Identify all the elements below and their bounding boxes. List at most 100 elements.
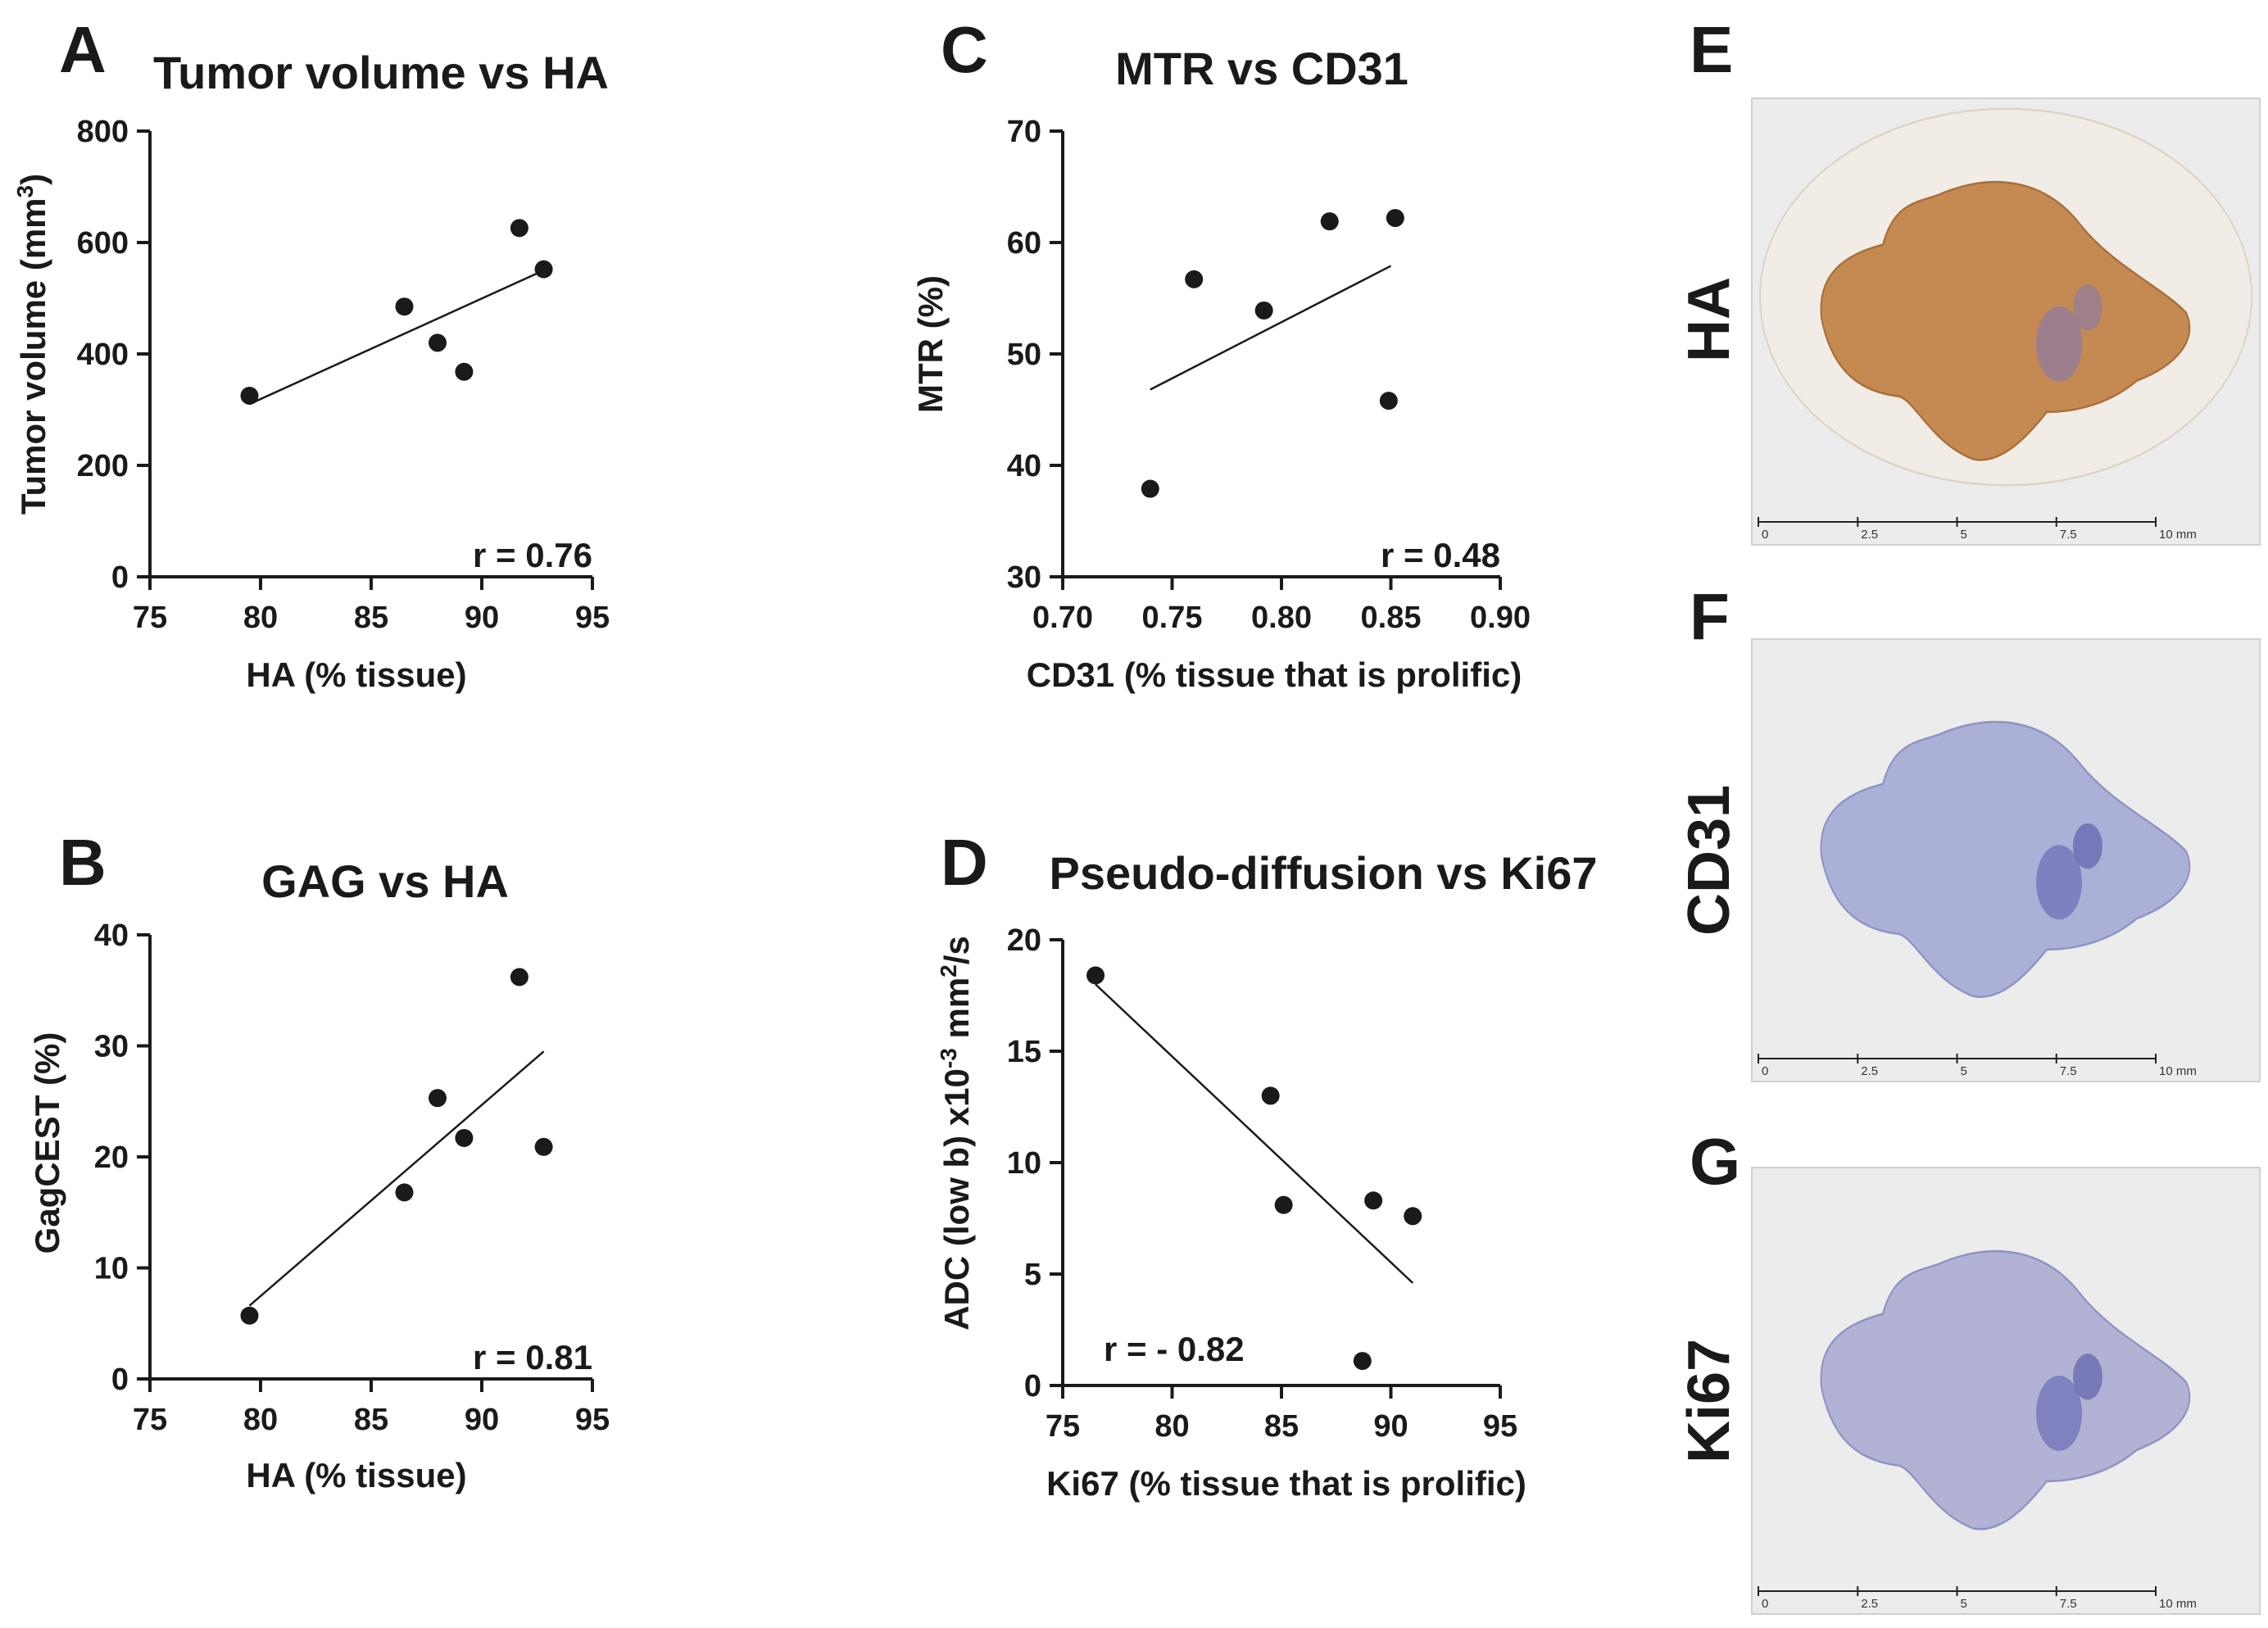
- x-tick-label: 0.75: [1142, 601, 1203, 635]
- data-point: [1185, 270, 1204, 288]
- panel-d: D Pseudo-diffusion vs Ki67 Ki67 (% tissu…: [936, 826, 1598, 1503]
- x-tick-label: 0.85: [1361, 601, 1422, 635]
- stain-label-ki67: Ki67: [1676, 1339, 1742, 1463]
- panel-a: A Tumor volume vs HA HA (% tissue) Tumor…: [12, 13, 610, 694]
- x-tick-label: 80: [243, 1403, 278, 1437]
- y-tick-label: 10: [1007, 1146, 1041, 1181]
- y-tick-label: 0: [111, 560, 129, 595]
- panel-letter-f: F: [1690, 580, 1730, 653]
- r-annotation-b: r = 0.81: [473, 1338, 592, 1376]
- x-tick-label: 90: [1373, 1409, 1408, 1444]
- data-point: [1386, 209, 1404, 228]
- y-tick-label: 30: [1007, 560, 1041, 595]
- scale-tick-label: 5: [1961, 528, 1967, 542]
- scale-tick-label: 5: [1961, 1597, 1967, 1611]
- scale-tick-label: 10 mm: [2159, 1064, 2197, 1078]
- y-axis-label-d: ADC (low b) x10-3 mm2/s: [936, 936, 977, 1331]
- x-tick-label: 75: [1046, 1409, 1080, 1444]
- x-axis-label-b: HA (% tissue): [246, 1456, 466, 1494]
- x-tick-label: 0.80: [1251, 601, 1312, 635]
- x-tick-label: 90: [465, 1403, 499, 1437]
- tissue-outline: [1820, 1249, 2191, 1531]
- panel-letter-e: E: [1690, 13, 1733, 86]
- tissue-dense-region: [2073, 284, 2102, 331]
- regression-line: [248, 269, 545, 406]
- data-point: [1254, 301, 1273, 320]
- tissue-outline: [1820, 180, 2191, 461]
- scale-tick-label: 0: [1762, 528, 1768, 542]
- slide-image-ki67: 0 2.5 5 7.5 10 mm: [1751, 1167, 2261, 1615]
- x-axis-label-d: Ki67 (% tissue that is prolific): [1046, 1464, 1526, 1503]
- chart-title-a: Tumor volume vs HA: [153, 47, 609, 98]
- data-point: [455, 362, 474, 381]
- x-tick-label: 0.90: [1470, 601, 1531, 635]
- data-point: [1086, 966, 1105, 985]
- data-point: [510, 968, 528, 986]
- x-tick-label: 95: [1483, 1409, 1517, 1444]
- stain-label-cd31: CD31: [1676, 785, 1742, 936]
- scale-tick-label: 0: [1762, 1064, 1768, 1078]
- x-axis-label-a: HA (% tissue): [246, 655, 466, 694]
- r-annotation-a: r = 0.76: [473, 536, 592, 574]
- data-point: [534, 1137, 553, 1156]
- x-tick-label: 95: [575, 1403, 610, 1437]
- panel-b: B GAG vs HA HA (% tissue) GagCEST (%) r …: [28, 826, 610, 1494]
- panel-g: G Ki67 0 2.5 5 7.5 10 mm: [1676, 1125, 2261, 1615]
- r-annotation-c: r = 0.48: [1381, 536, 1500, 574]
- slide-image-cd31: 0 2.5 5 7.5 10 mm: [1751, 638, 2261, 1082]
- x-axis-label-c: CD31 (% tissue that is prolific): [1027, 655, 1522, 694]
- data-point: [1364, 1191, 1383, 1210]
- r-annotation-d: r = - 0.82: [1104, 1330, 1245, 1368]
- data-point: [1379, 392, 1398, 410]
- tissue-section: [1759, 107, 2252, 487]
- y-tick-label: 50: [1007, 338, 1041, 372]
- panel-c: C MTR vs CD31 CD31 (% tissue that is pro…: [911, 13, 1531, 694]
- scale-tick-label: 7.5: [2060, 1064, 2077, 1078]
- x-tick-label: 85: [1264, 1409, 1299, 1444]
- x-tick-label: 85: [354, 1403, 388, 1437]
- x-tick-label: 80: [1154, 1409, 1189, 1444]
- panel-letter-c: C: [941, 13, 988, 86]
- scale-tick-label: 2.5: [1861, 528, 1878, 542]
- data-point: [1274, 1195, 1293, 1214]
- panel-letter-b: B: [59, 826, 107, 899]
- data-point: [1141, 479, 1159, 498]
- tissue-dense-region: [2036, 1375, 2082, 1451]
- tissue-dense-region: [2073, 1354, 2102, 1400]
- x-tick-label: 90: [465, 601, 499, 635]
- panel-letter-a: A: [59, 13, 107, 86]
- scale-tick-label: 7.5: [2060, 1597, 2077, 1611]
- panel-f: F CD31 0 2.5 5 7.5 10 mm: [1676, 580, 2261, 1082]
- x-tick-label: 85: [354, 601, 388, 635]
- x-tick-label: 75: [133, 1403, 167, 1437]
- slide-image-ha: 0 2.5 5 7.5 10 mm: [1751, 97, 2261, 546]
- x-tick-label: 95: [575, 601, 610, 635]
- data-point: [429, 1089, 447, 1108]
- y-axis-label-a: Tumor volume (mm3): [12, 174, 53, 515]
- scale-tick-label: 10 mm: [2159, 528, 2197, 542]
- data-point: [395, 1183, 414, 1202]
- data-point: [510, 219, 528, 238]
- y-tick-label: 40: [1007, 449, 1041, 483]
- scale-tick-label: 2.5: [1861, 1597, 1878, 1611]
- scale-tick-label: 0: [1762, 1597, 1768, 1611]
- data-point: [455, 1128, 474, 1147]
- tissue-dense-region: [2036, 845, 2082, 920]
- y-tick-label: 15: [1007, 1035, 1041, 1069]
- scale-tick-label: 2.5: [1861, 1064, 1878, 1078]
- data-point: [240, 387, 259, 405]
- y-tick-label: 30: [94, 1030, 129, 1064]
- tissue-section: [1820, 720, 2191, 998]
- chart-title-c: MTR vs CD31: [1115, 43, 1408, 94]
- y-tick-label: 400: [77, 338, 129, 372]
- y-axis-label-c: MTR (%): [911, 275, 950, 413]
- panel-letter-d: D: [941, 826, 988, 899]
- y-axis-label-b: GagCEST (%): [28, 1032, 66, 1254]
- tissue-section: [1820, 1249, 2191, 1531]
- data-point: [395, 297, 414, 316]
- panel-e: E HA 0 2.5 5 7.5 10 mm: [1676, 13, 2261, 546]
- chart-title-d: Pseudo-diffusion vs Ki67: [1050, 847, 1598, 899]
- data-point: [429, 333, 447, 352]
- y-tick-label: 70: [1007, 115, 1041, 149]
